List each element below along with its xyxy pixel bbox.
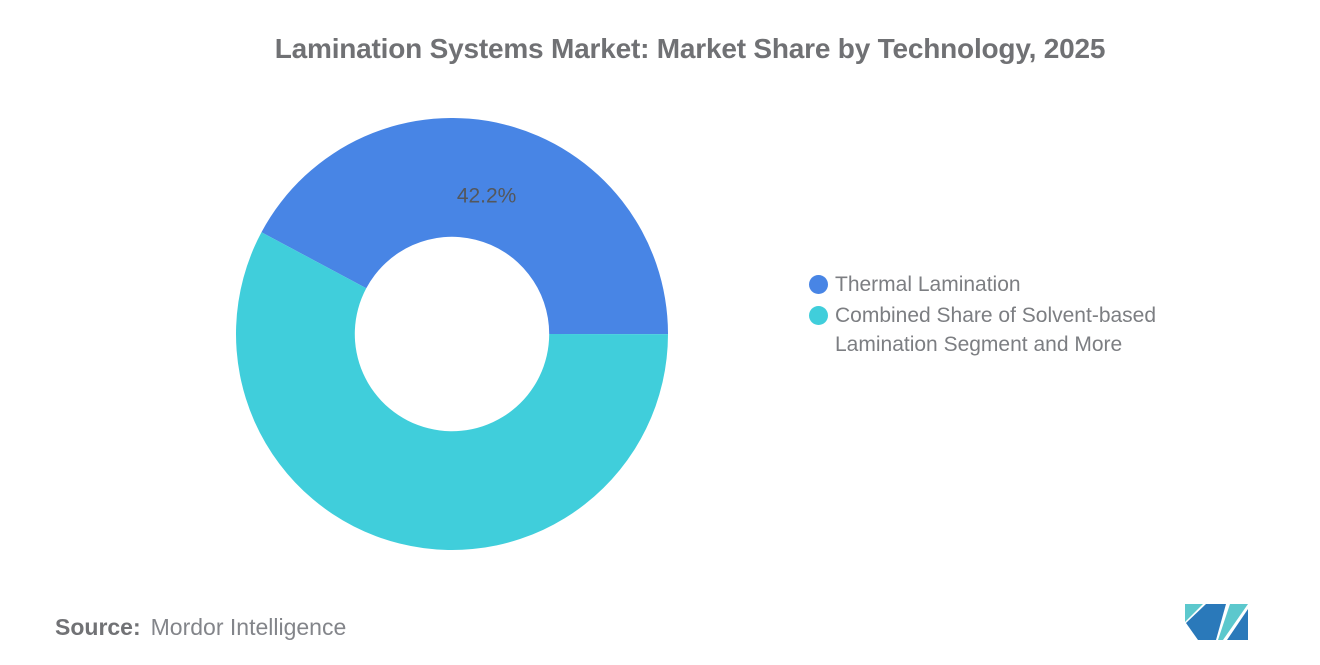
donut-chart: 42.2% [236,118,668,550]
legend-label: Combined Share of Solvent-based Laminati… [835,304,1157,356]
mordor-intelligence-logo-icon [1185,604,1248,640]
logo-teal-triangle-icon [1185,604,1203,622]
logo-teal-wedge-icon [1218,604,1248,640]
legend-item-1[interactable]: Thermal Lamination [809,270,1190,299]
pie-slice-2[interactable] [236,232,668,550]
source-row: Source: Mordor Intelligence [55,614,346,641]
chart-legend: Thermal Lamination Combined Share of Solv… [809,270,1190,359]
legend-swatch-icon [809,275,828,294]
pie-slice-1[interactable] [261,118,668,335]
legend-item-2[interactable]: Combined Share of Solvent-based Laminati… [809,301,1190,359]
source-value: Mordor Intelligence [150,614,347,640]
legend-label: Thermal Lamination [835,273,1021,296]
legend-swatch-icon [809,306,828,325]
slice-data-label: 42.2% [457,185,517,208]
logo-blue-parallelogram-icon [1186,604,1226,640]
logo-blue-triangle-icon [1227,609,1248,640]
chart-title: Lamination Systems Market: Market Share … [274,33,1106,64]
source-label: Source: [55,614,141,640]
